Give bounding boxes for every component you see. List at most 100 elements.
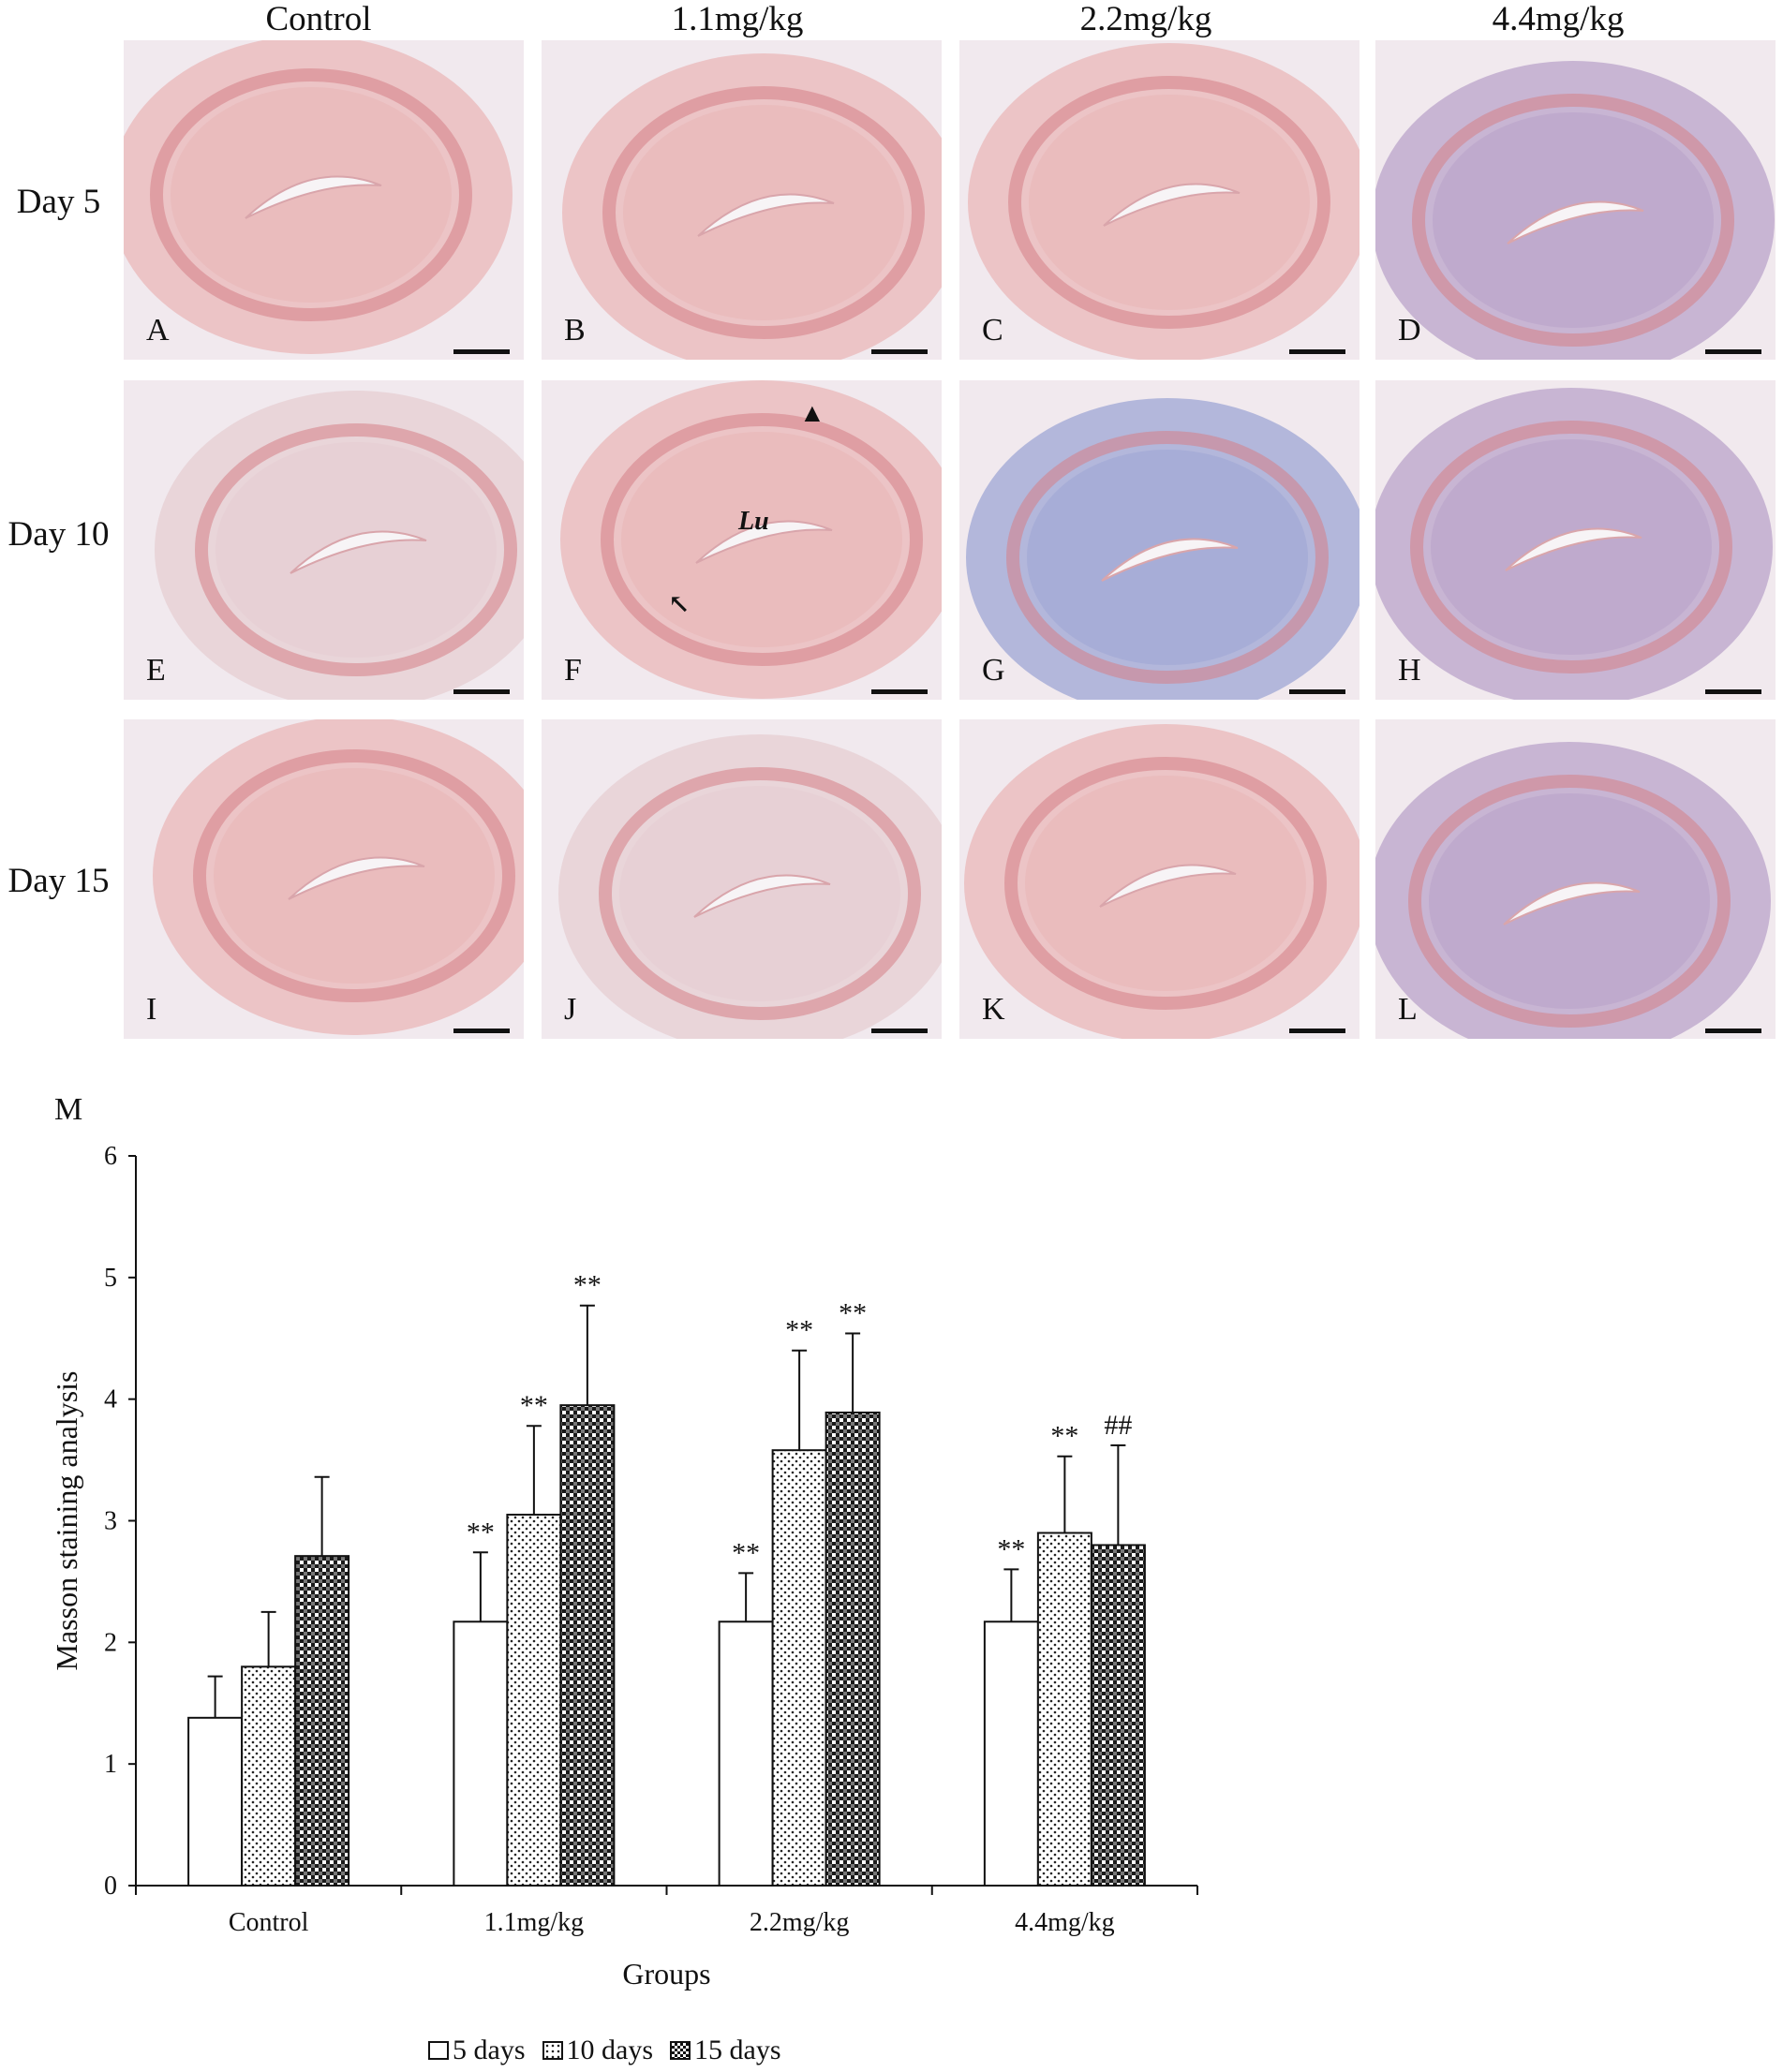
column-header-control: Control [265,0,372,38]
legend-item-15days: 15 days [670,2035,781,2066]
tissue-section-image [959,719,1360,1039]
tissue-section-image [124,719,524,1039]
significance-marker: ** [732,1537,760,1568]
histology-panel-f: F Lu ▲ ↖ [542,380,942,700]
x-axis-label: Groups [622,1957,710,1991]
y-tick-label: 1 [104,1750,117,1779]
scale-bar [871,689,928,694]
x-tick-label: 2.2mg/kg [750,1908,850,1937]
histology-panel-c: C [959,40,1360,360]
scale-bar [1705,349,1761,354]
tissue-section-image [1375,719,1776,1039]
scale-bar [871,1029,928,1033]
histology-panel-h: H [1375,380,1776,700]
histology-panel-g: G [959,380,1360,700]
panel-letter: I [146,992,157,1027]
scale-bar [1705,689,1761,694]
tissue-section-image [542,719,942,1039]
significance-marker: ** [573,1270,602,1301]
y-tick-label: 0 [104,1872,117,1901]
tissue-section-image [542,40,942,360]
scale-bar [453,689,510,694]
histology-panel-e: E [124,380,524,700]
y-tick-label: 5 [104,1264,117,1293]
tissue-section-image [959,40,1360,360]
bar [506,1514,562,1887]
scale-bar [453,1029,510,1033]
column-header-4-4mg: 4.4mg/kg [1492,0,1625,38]
bar [559,1404,616,1887]
panel-letter: A [146,313,170,348]
scale-bar [1289,349,1345,354]
legend-swatch-dotted [542,2041,563,2060]
lumen-label: Lu [738,507,769,536]
panel-label-m: M [54,1092,82,1127]
bar [983,1621,1039,1887]
panel-letter: D [1398,313,1421,348]
y-tick-label: 2 [104,1628,117,1657]
legend-swatch-checkered [670,2041,691,2060]
scale-bar [1289,1029,1345,1033]
significance-marker: ## [1104,1410,1132,1441]
bar [1036,1532,1092,1887]
tissue-section-image [124,40,524,360]
row-header-day15: Day 15 [7,862,110,900]
scale-bar [453,349,510,354]
panel-letter: H [1398,653,1421,688]
significance-marker: ** [520,1390,548,1421]
panel-letter: F [564,653,582,688]
x-tick-label: 1.1mg/kg [484,1908,585,1937]
y-tick-label: 6 [104,1142,117,1171]
significance-marker: ** [785,1315,813,1346]
panel-letter: C [982,313,1003,348]
histology-panel-d: D [1375,40,1776,360]
bar [294,1555,350,1887]
significance-marker: ** [839,1298,867,1329]
row-header-day5: Day 5 [16,183,101,221]
column-header-1-1mg: 1.1mg/kg [671,0,804,38]
significance-marker: ** [997,1533,1025,1564]
histology-panel-k: K [959,719,1360,1039]
chart-legend: 5 days 10 days 15 days [428,2035,781,2066]
bar [771,1449,827,1887]
panel-letter: J [564,992,577,1027]
legend-label-10days: 10 days [566,2035,654,2065]
significance-marker: ** [467,1517,495,1547]
y-tick-label: 3 [104,1507,117,1536]
histology-panel-a: A [124,40,524,360]
tissue-section-image [1375,40,1776,360]
column-header-2-2mg: 2.2mg/kg [1079,0,1212,38]
tissue-section-image [124,380,524,700]
row-header-day10: Day 10 [7,515,110,554]
x-tick-label: Control [229,1908,309,1937]
scale-bar [1289,689,1345,694]
scale-bar [1705,1029,1761,1033]
panel-letter: G [982,653,1005,688]
bar [241,1665,297,1887]
histology-panel-l: L [1375,719,1776,1039]
tissue-section-image [542,380,942,700]
bar [825,1411,881,1887]
panel-letter: L [1398,992,1418,1027]
histology-panel-i: I [124,719,524,1039]
legend-label-5days: 5 days [453,2035,526,2065]
y-tick-label: 4 [104,1385,117,1414]
significance-marker: ** [1050,1421,1078,1452]
bar [718,1621,774,1887]
bar [187,1716,244,1887]
masson-bar-chart: M 0 1 2 3 4 5 6 Control 1.1mg/kg 2.2mg/kg 4.4mg/kg G… [50,1092,1198,1991]
tissue-section-image [1375,380,1776,700]
bar [1090,1544,1146,1887]
histology-panel-b: B [542,40,942,360]
legend-swatch-open [428,2041,449,2060]
panel-letter: B [564,313,586,348]
arrow-marker-icon: ↖ [668,590,691,619]
panel-letter: E [146,653,166,688]
legend-item-10days: 10 days [542,2035,654,2066]
panel-letter: K [982,992,1005,1027]
y-axis-label: Masson staining analysis [50,1371,83,1671]
legend-item-5days: 5 days [428,2035,526,2066]
histology-panel-j: J [542,719,942,1039]
scale-bar [871,349,928,354]
bar [453,1621,509,1887]
